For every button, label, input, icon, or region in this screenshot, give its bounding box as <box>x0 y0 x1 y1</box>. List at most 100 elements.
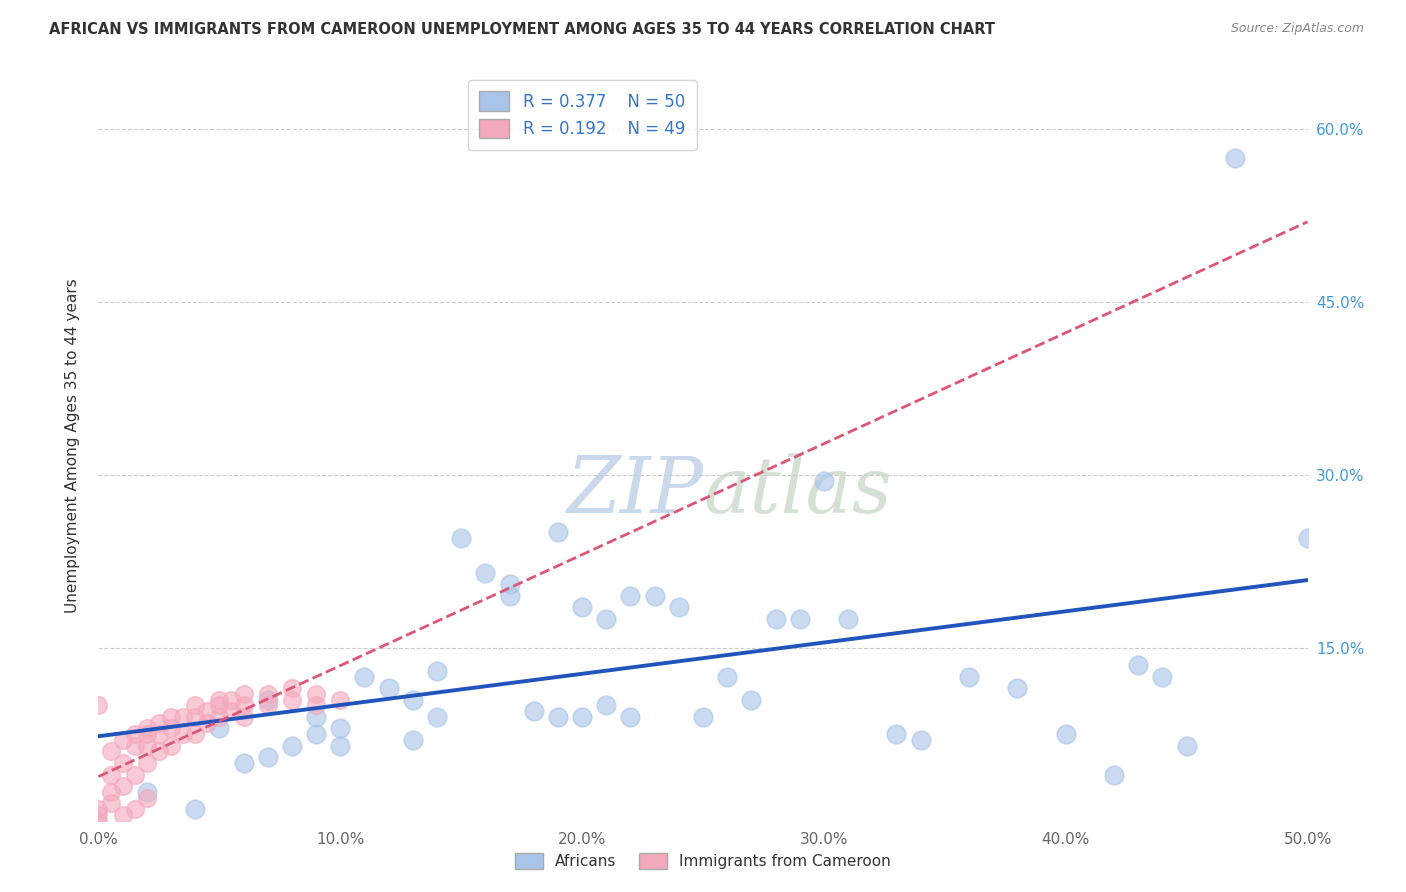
Point <box>100 785 122 799</box>
Point <box>111 808 134 822</box>
Point <box>402 692 425 706</box>
Point <box>789 612 811 626</box>
Text: atlas: atlas <box>703 453 891 529</box>
Point <box>256 698 278 713</box>
Point <box>221 692 243 706</box>
Point <box>281 692 304 706</box>
Point <box>1054 727 1077 741</box>
Point <box>1175 739 1198 753</box>
Point <box>377 681 399 695</box>
Point <box>195 704 218 718</box>
Point <box>740 692 762 706</box>
Point <box>1296 531 1319 545</box>
Point <box>111 733 134 747</box>
Point <box>547 525 569 540</box>
Point <box>256 750 278 764</box>
Point <box>644 589 666 603</box>
Point <box>160 739 183 753</box>
Point <box>329 722 352 736</box>
Point <box>184 727 207 741</box>
Point <box>716 669 738 683</box>
Point <box>668 600 690 615</box>
Point <box>692 710 714 724</box>
Point <box>305 710 328 724</box>
Point <box>547 710 569 724</box>
Point <box>184 698 207 713</box>
Point <box>87 808 110 822</box>
Point <box>595 612 617 626</box>
Point <box>474 566 496 580</box>
Point <box>281 681 304 695</box>
Point <box>1223 151 1246 165</box>
Point <box>195 715 218 730</box>
Point <box>208 722 231 736</box>
Text: AFRICAN VS IMMIGRANTS FROM CAMEROON UNEMPLOYMENT AMONG AGES 35 TO 44 YEARS CORRE: AFRICAN VS IMMIGRANTS FROM CAMEROON UNEM… <box>49 22 995 37</box>
Point <box>135 727 157 741</box>
Point <box>305 727 328 741</box>
Point <box>184 710 207 724</box>
Point <box>87 698 110 713</box>
Point <box>135 739 157 753</box>
Point <box>148 727 170 741</box>
Point <box>208 698 231 713</box>
Point <box>124 727 146 741</box>
Point <box>256 692 278 706</box>
Point <box>450 531 472 545</box>
Point <box>111 756 134 770</box>
Y-axis label: Unemployment Among Ages 35 to 44 years: Unemployment Among Ages 35 to 44 years <box>65 278 80 614</box>
Point <box>813 474 835 488</box>
Point <box>135 756 157 770</box>
Point <box>124 802 146 816</box>
Point <box>1102 767 1125 781</box>
Point <box>1152 669 1174 683</box>
Point <box>124 767 146 781</box>
Point <box>221 704 243 718</box>
Point <box>87 814 110 828</box>
Point <box>571 710 593 724</box>
Point <box>100 767 122 781</box>
Point <box>523 704 546 718</box>
Point <box>208 710 231 724</box>
Legend: Africans, Immigrants from Cameroon: Africans, Immigrants from Cameroon <box>509 847 897 875</box>
Point <box>256 687 278 701</box>
Point <box>135 790 157 805</box>
Point <box>148 744 170 758</box>
Point <box>426 710 449 724</box>
Point <box>232 698 254 713</box>
Point <box>160 710 183 724</box>
Point <box>208 692 231 706</box>
Point <box>619 589 641 603</box>
Point <box>910 733 932 747</box>
Point <box>87 802 110 816</box>
Point <box>1007 681 1029 695</box>
Point <box>124 739 146 753</box>
Point <box>135 785 157 799</box>
Point <box>329 692 352 706</box>
Point <box>329 739 352 753</box>
Point <box>172 727 194 741</box>
Point <box>765 612 787 626</box>
Point <box>886 727 908 741</box>
Point <box>100 744 122 758</box>
Point <box>232 710 254 724</box>
Point <box>619 710 641 724</box>
Point <box>305 687 328 701</box>
Point <box>1128 658 1150 673</box>
Point <box>160 722 183 736</box>
Text: Source: ZipAtlas.com: Source: ZipAtlas.com <box>1230 22 1364 36</box>
Point <box>402 733 425 747</box>
Point <box>498 589 520 603</box>
Point <box>498 577 520 591</box>
Point <box>595 698 617 713</box>
Point <box>837 612 859 626</box>
Point <box>232 756 254 770</box>
Point <box>100 797 122 811</box>
Point <box>957 669 980 683</box>
Legend: R = 0.377    N = 50, R = 0.192    N = 49: R = 0.377 N = 50, R = 0.192 N = 49 <box>468 79 696 150</box>
Point <box>232 687 254 701</box>
Point <box>571 600 593 615</box>
Point <box>426 664 449 678</box>
Text: ZIP: ZIP <box>565 453 703 529</box>
Point <box>111 779 134 793</box>
Point <box>184 802 207 816</box>
